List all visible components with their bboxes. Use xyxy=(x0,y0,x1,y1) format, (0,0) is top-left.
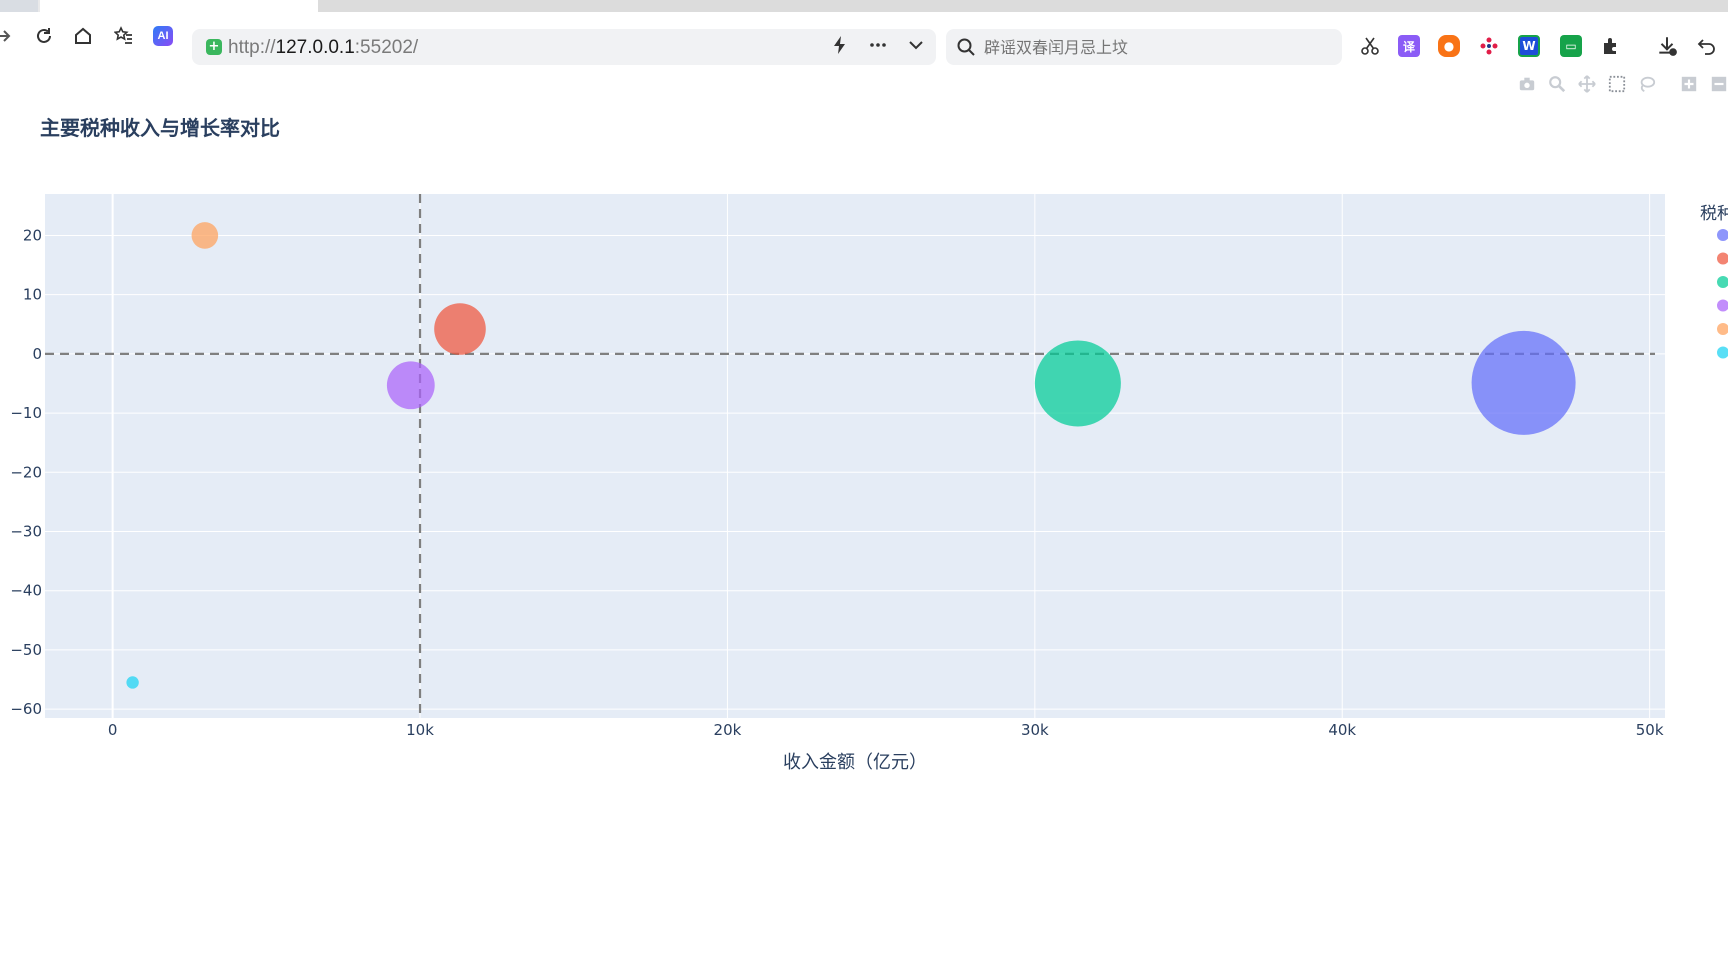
zoom-out-icon[interactable] xyxy=(1708,74,1728,94)
x-tick-label: 10k xyxy=(406,721,434,739)
x-axis-ticks: 0 10k 20k 30k 40k 50k xyxy=(108,721,1664,739)
y-tick-label: 10 xyxy=(23,286,42,304)
legend-marker[interactable] xyxy=(1717,252,1728,265)
tab-strip-empty xyxy=(318,0,1728,12)
legend-title: 税种 xyxy=(1700,204,1728,224)
ai-assistant-icon[interactable]: AI xyxy=(151,24,175,48)
puzzle-app-icon[interactable] xyxy=(1478,35,1500,57)
bubble[interactable] xyxy=(1471,330,1576,435)
zoom-in-icon[interactable] xyxy=(1678,74,1700,94)
zoom-icon[interactable] xyxy=(1546,74,1568,94)
camera-icon[interactable] xyxy=(1516,74,1538,94)
tab-active[interactable] xyxy=(40,0,320,12)
lasso-select-icon[interactable] xyxy=(1636,74,1658,94)
x-tick-label: 0 xyxy=(108,721,118,739)
legend-marker[interactable] xyxy=(1717,323,1728,335)
tab-previous[interactable] xyxy=(0,0,38,12)
y-tick-label: 0 xyxy=(32,345,42,363)
bubble[interactable] xyxy=(1034,340,1121,427)
search-input[interactable] xyxy=(984,31,1324,63)
undo-icon[interactable] xyxy=(1696,35,1718,57)
y-tick-label: −60 xyxy=(10,700,42,718)
chevron-down-icon[interactable] xyxy=(906,35,926,59)
x-axis-label: 收入金额（亿元） xyxy=(783,752,927,773)
reload-icon[interactable] xyxy=(32,24,56,48)
home-icon[interactable] xyxy=(71,24,95,48)
y-axis-ticks: −60 −50 −40 −30 −20 −10 0 10 20 xyxy=(10,226,42,718)
search-bar[interactable] xyxy=(946,29,1342,65)
bubble[interactable] xyxy=(191,222,219,249)
legend-marker[interactable] xyxy=(1717,299,1728,312)
bubble[interactable] xyxy=(386,361,435,410)
reader-icon[interactable]: ▭ xyxy=(1560,35,1582,57)
box-select-icon[interactable] xyxy=(1606,74,1628,94)
address-bar[interactable]: + http://127.0.0.1:55202/ xyxy=(192,29,936,65)
more-icon[interactable] xyxy=(868,35,888,59)
site-security-icon[interactable]: + xyxy=(206,39,222,55)
legend-marker[interactable] xyxy=(1717,229,1728,241)
cut-icon[interactable] xyxy=(1359,35,1381,57)
word-icon[interactable]: W xyxy=(1518,35,1540,57)
forward-icon[interactable] xyxy=(0,24,16,48)
tab-strip xyxy=(0,0,1728,12)
y-tick-label: 20 xyxy=(23,226,42,244)
bubbles xyxy=(126,222,1576,689)
lightning-icon[interactable] xyxy=(830,35,850,59)
legend xyxy=(1717,229,1728,359)
bubble[interactable] xyxy=(434,303,486,355)
extensions-icon[interactable] xyxy=(1600,35,1622,57)
y-tick-label: −10 xyxy=(10,404,42,422)
url-text[interactable]: http://127.0.0.1:55202/ xyxy=(228,37,419,58)
translate-icon[interactable]: 译 xyxy=(1398,35,1420,57)
reference-lines xyxy=(45,194,1655,718)
bubble[interactable] xyxy=(126,676,139,689)
favorites-icon[interactable] xyxy=(112,24,136,48)
search-icon xyxy=(956,37,976,57)
game-icon[interactable]: ● xyxy=(1438,35,1460,57)
x-tick-label: 30k xyxy=(1021,721,1049,739)
plot-modebar xyxy=(1516,74,1728,94)
y-tick-label: −20 xyxy=(10,463,42,481)
plot-background xyxy=(45,194,1665,718)
y-tick-label: −30 xyxy=(10,522,42,540)
pan-icon[interactable] xyxy=(1576,74,1598,94)
legend-marker[interactable] xyxy=(1717,276,1728,288)
x-tick-label: 20k xyxy=(714,721,742,739)
x-tick-label: 40k xyxy=(1328,721,1356,739)
browser-toolbar: AI + http://127.0.0.1:55202/ 译 ● W ▭ xyxy=(0,12,1728,65)
legend-marker[interactable] xyxy=(1717,346,1728,359)
y-tick-label: −50 xyxy=(10,641,42,659)
x-tick-label: 50k xyxy=(1636,721,1664,739)
chart-title: 主要税种收入与增长率对比 xyxy=(40,116,280,140)
download-icon[interactable] xyxy=(1656,35,1678,57)
y-tick-label: −40 xyxy=(10,582,42,600)
